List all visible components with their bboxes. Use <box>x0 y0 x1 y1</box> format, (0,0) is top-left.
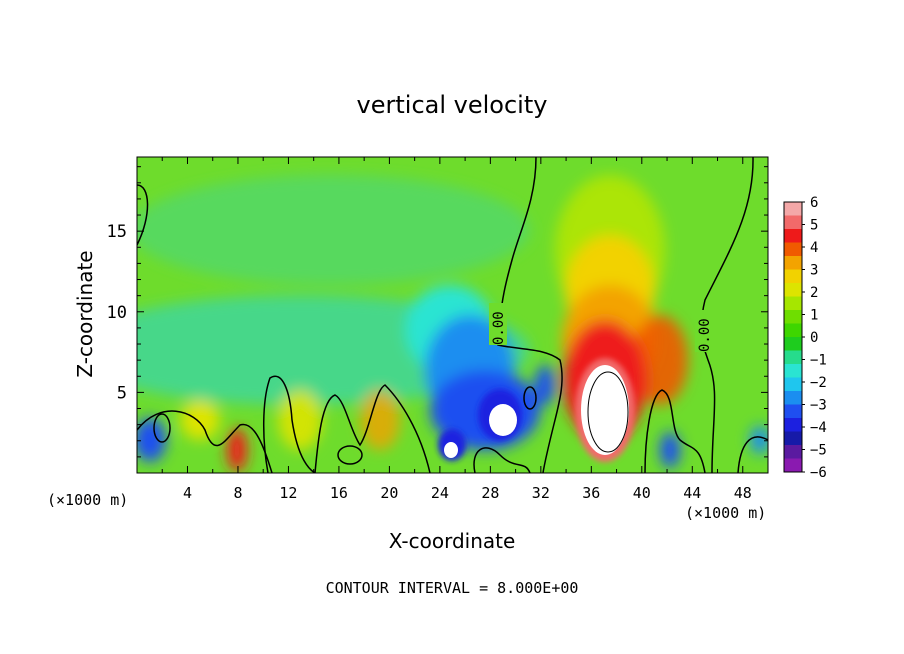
colorbar-swatch <box>784 310 802 324</box>
x-axis-label: X-coordinate <box>389 529 516 553</box>
colorbar-label: −2 <box>810 375 827 391</box>
colorbar-swatch <box>784 283 802 297</box>
colorbar-label: −4 <box>810 420 827 436</box>
zero-contour <box>497 157 563 473</box>
colorbar-swatch <box>784 269 802 284</box>
zero-contour <box>137 410 273 473</box>
colorbar-swatch <box>784 350 802 365</box>
plot-area: 0.00 0.00 <box>137 157 768 473</box>
chart-title: vertical velocity <box>357 91 548 119</box>
zero-contour <box>137 184 149 246</box>
x-tick-label: 40 <box>633 484 651 502</box>
colorbar-swatch <box>784 377 802 392</box>
x-tick-label: 28 <box>481 484 499 502</box>
zero-contour <box>314 384 431 473</box>
contour-interval-note: CONTOUR INTERVAL = 8.000E+00 <box>326 579 579 597</box>
zero-contour <box>644 389 706 473</box>
colorbar-label: 3 <box>810 263 818 279</box>
colorbar-label: 0 <box>810 330 818 346</box>
zero-contour <box>473 447 531 473</box>
colorbar-swatch <box>784 242 802 257</box>
x-tick-label: 4 <box>183 484 192 502</box>
colorbar-label: 2 <box>810 285 818 301</box>
colorbar-label: −6 <box>810 465 827 481</box>
colorbar-swatch <box>784 445 802 459</box>
colorbar-swatch <box>784 296 802 311</box>
zero-contour <box>263 375 316 473</box>
colorbar-swatch <box>784 215 802 230</box>
updraft-peak <box>581 365 629 455</box>
x-tick-label: 8 <box>233 484 242 502</box>
colorbar-label: 5 <box>810 218 818 234</box>
colorbar-label: 4 <box>810 240 818 256</box>
x-tick-label: 24 <box>431 484 449 502</box>
zero-contour <box>153 413 171 443</box>
x-unit-label-left: (×1000 m) <box>47 491 128 509</box>
y-axis-label: Z-coordinate <box>73 250 97 377</box>
colorbar-swatch <box>784 431 802 446</box>
colorbar-swatch <box>784 364 802 378</box>
colorbar-swatch <box>784 418 802 432</box>
x-axis: 4 8 12 16 20 24 28 32 36 40 44 48 <box>161 157 752 502</box>
x-tick-label: 20 <box>380 484 398 502</box>
colorbar-swatch <box>784 256 802 270</box>
zero-contour <box>337 445 363 465</box>
colorbar-label: 1 <box>810 308 818 324</box>
colorbar-swatch <box>784 202 802 216</box>
zero-contour <box>523 386 537 410</box>
colorbar: 6 5 4 3 2 1 0 −1 −2 −3 −4 −5 −6 <box>783 195 827 481</box>
colorbar-swatch <box>784 323 802 338</box>
colorbar-swatch <box>784 391 802 405</box>
y-tick-label: 10 <box>107 303 127 323</box>
y-tick-label: 5 <box>117 383 127 403</box>
colorbar-swatch <box>784 404 802 419</box>
colorbar-swatch <box>784 458 802 473</box>
zero-contour <box>737 436 768 473</box>
x-tick-label: 44 <box>683 484 701 502</box>
contour-label: 0.00 <box>491 311 507 345</box>
downdraft-peak <box>489 404 517 436</box>
colorbar-label: −3 <box>810 398 827 414</box>
high-contour <box>587 371 629 453</box>
colorbar-swatch <box>784 229 802 243</box>
y-axis: 5 10 15 <box>107 166 768 458</box>
x-tick-label: 48 <box>734 484 752 502</box>
downdraft-peak <box>444 442 458 458</box>
plot-frame <box>136 156 769 474</box>
x-tick-label: 32 <box>532 484 550 502</box>
x-tick-label: 12 <box>279 484 297 502</box>
colorbar-label: −1 <box>810 353 827 369</box>
x-tick-label: 16 <box>330 484 348 502</box>
contour-label-box <box>695 310 713 352</box>
contour-label-box <box>489 303 507 345</box>
colorbar-label: −5 <box>810 443 827 459</box>
colorbar-swatch <box>784 337 802 351</box>
contour-label: 0.00 <box>697 318 713 352</box>
x-tick-label: 36 <box>582 484 600 502</box>
y-tick-label: 15 <box>107 222 127 242</box>
colorbar-label: 6 <box>810 195 818 211</box>
x-unit-label-right: (×1000 m) <box>685 504 766 522</box>
